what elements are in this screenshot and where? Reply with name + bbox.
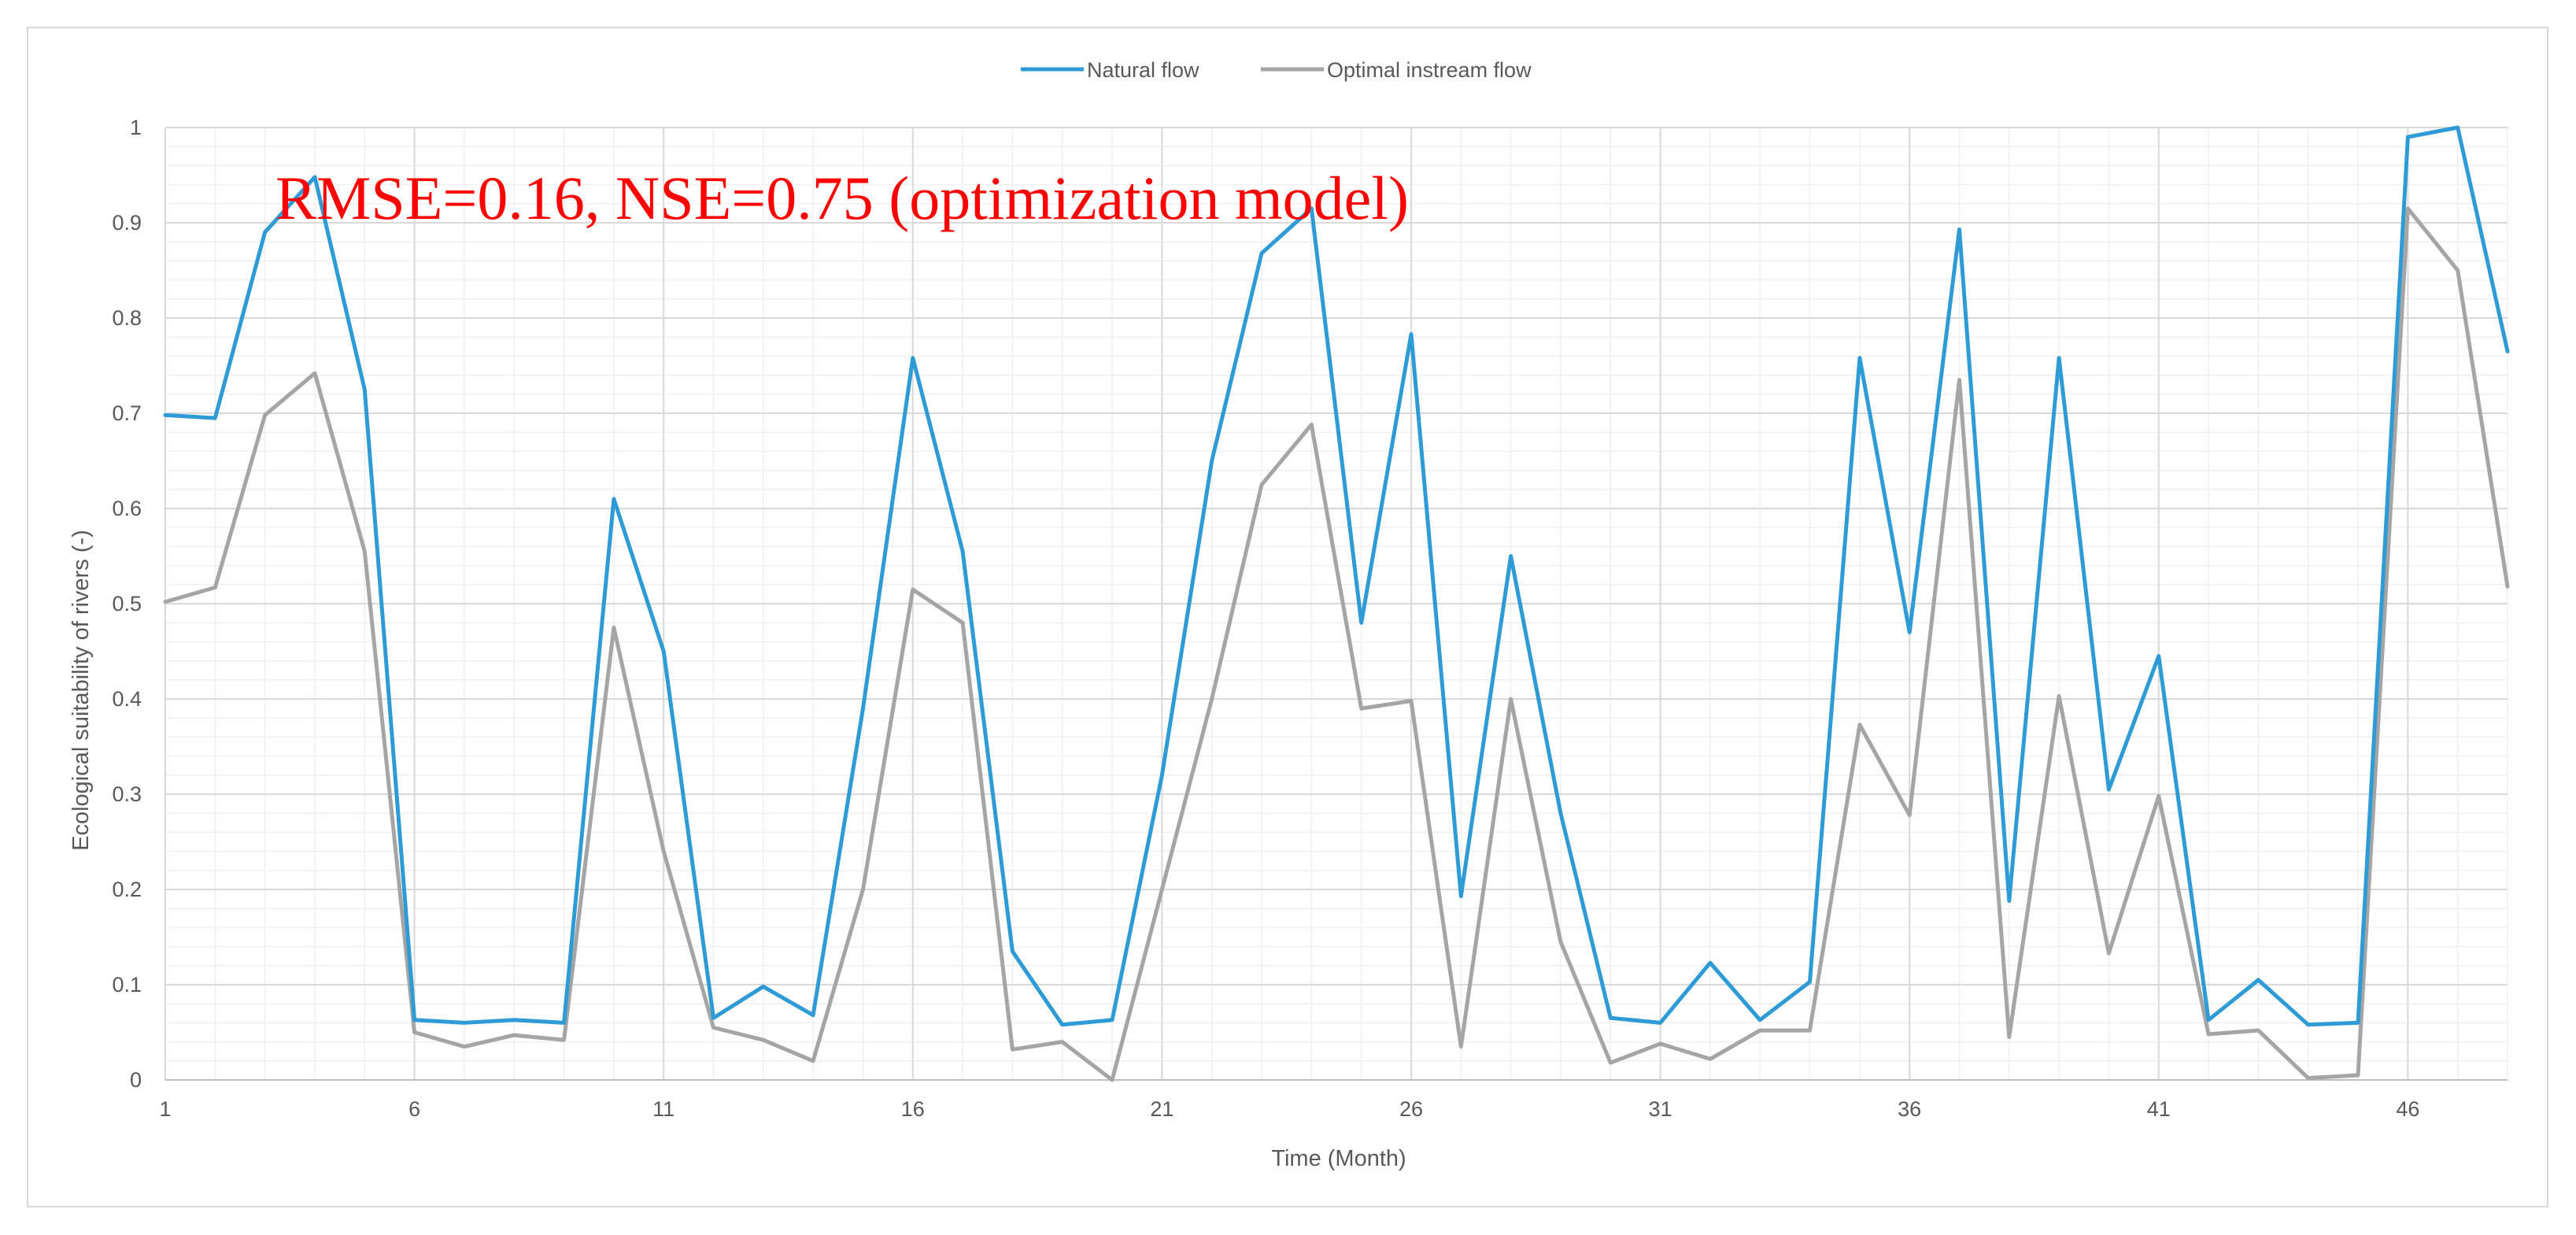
x-tick-label: 46 bbox=[2396, 1097, 2419, 1121]
y-tick-label: 0.8 bbox=[112, 306, 142, 330]
x-tick-label: 1 bbox=[159, 1097, 171, 1121]
y-axis-title: Ecological suitability of rivers (-) bbox=[68, 530, 94, 851]
x-tick-label: 41 bbox=[2147, 1097, 2171, 1121]
legend-label-natural-flow: Natural flow bbox=[1087, 58, 1199, 82]
x-axis-title: Time (Month) bbox=[1271, 1146, 1406, 1171]
x-tick-label: 6 bbox=[408, 1097, 420, 1121]
series-lines bbox=[163, 125, 2510, 1082]
gridlines bbox=[164, 127, 2508, 1081]
legend-label-optimal-instream-flow: Optimal instream flow bbox=[1327, 58, 1532, 82]
x-tick-label: 16 bbox=[901, 1097, 925, 1121]
series-line-optimal-instream-flow bbox=[163, 206, 2510, 1082]
y-tick-label: 0 bbox=[130, 1068, 142, 1092]
x-tick-label: 11 bbox=[652, 1097, 674, 1121]
y-tick-labels: 0 0.1 0.2 0.3 0.4 0.5 0.6 0.7 0.8 0.9 1 bbox=[112, 116, 142, 1092]
y-tick-label: 0.7 bbox=[112, 401, 142, 425]
x-tick-labels: 1 6 11 16 21 26 31 36 41 46 bbox=[159, 1097, 2419, 1121]
x-tick-label: 31 bbox=[1649, 1097, 1672, 1121]
legend: Natural flow Optimal instream flow bbox=[1021, 58, 1532, 82]
series-line-natural-flow bbox=[163, 125, 2510, 1027]
x-tick-label: 21 bbox=[1150, 1097, 1173, 1121]
y-tick-label: 0.9 bbox=[112, 211, 142, 235]
y-tick-label: 1 bbox=[130, 116, 142, 139]
y-tick-label: 0.5 bbox=[112, 592, 142, 616]
x-tick-label: 26 bbox=[1399, 1097, 1423, 1121]
y-tick-label: 0.1 bbox=[112, 973, 142, 997]
x-tick-label: 36 bbox=[1898, 1097, 1921, 1121]
y-tick-label: 0.2 bbox=[112, 878, 142, 901]
metrics-annotation: RMSE=0.16, NSE=0.75 (optimization model) bbox=[275, 164, 1409, 232]
y-tick-label: 0.4 bbox=[112, 687, 142, 711]
y-tick-label: 0.3 bbox=[112, 782, 142, 806]
y-tick-label: 0.6 bbox=[112, 497, 142, 520]
